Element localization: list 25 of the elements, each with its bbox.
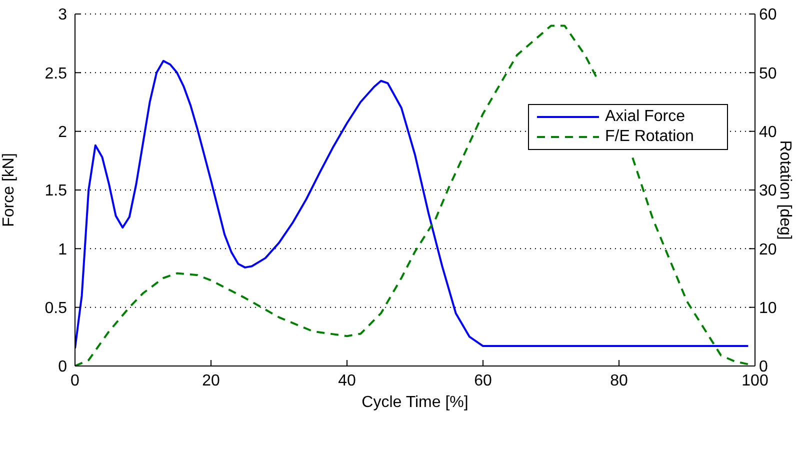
legend-label: F/E Rotation [605, 128, 694, 146]
x-tick-label: 20 [202, 372, 220, 390]
y-tick-label: 2.5 [44, 65, 68, 82]
y-tick-label: 0.5 [44, 300, 68, 318]
y-tick-label: 1 [58, 241, 68, 258]
x-axis-title: Cycle Time [%] [362, 394, 468, 411]
y2-tick-label: 10 [759, 300, 777, 318]
y-tick-label: 0 [58, 358, 68, 376]
y2-tick-label: 60 [759, 6, 777, 24]
y2-tick-label: 40 [759, 124, 777, 142]
x-tick-label: 80 [610, 372, 628, 390]
y-tick-label: 2 [58, 124, 68, 142]
y-tick-label: 3 [58, 6, 68, 24]
line-series [75, 60, 750, 350]
x-tick-label: 100 [742, 372, 768, 390]
y2-tick-label: 20 [759, 241, 777, 258]
x-tick-label: 60 [474, 372, 492, 390]
x-tick-label: 0 [70, 372, 80, 390]
x-tick-label: 40 [338, 372, 356, 390]
y2-tick-label: 30 [759, 182, 777, 200]
y2-axis-title: Rotation [deg] [776, 140, 794, 240]
y-tick-label: 1.5 [44, 182, 68, 200]
legend-label: Axial Force [605, 108, 686, 126]
y2-tick-label: 50 [759, 65, 777, 82]
y-axis-title: Force [kN] [0, 153, 18, 227]
